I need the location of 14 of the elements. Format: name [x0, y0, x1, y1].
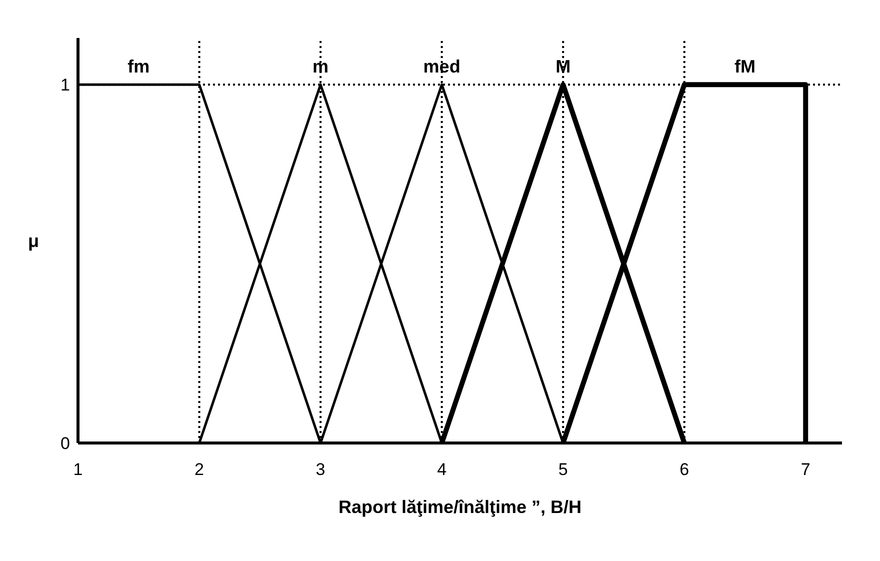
- x-tick-label: 2: [194, 460, 204, 480]
- x-tick-label: 1: [73, 460, 83, 480]
- series-label: fm: [128, 56, 150, 77]
- series-label: fM: [734, 56, 756, 77]
- x-tick-label: 6: [680, 460, 690, 480]
- series-label: M: [556, 56, 571, 77]
- x-tick-label: 5: [558, 460, 568, 480]
- y-tick-label: 0: [60, 434, 70, 454]
- x-tick-label: 7: [800, 460, 810, 480]
- y-axis-title: μ: [28, 230, 40, 251]
- series-label: med: [423, 56, 460, 77]
- x-tick-label: 3: [316, 460, 326, 480]
- x-axis-title: Raport lăţime/înălţime ”, B/H: [338, 497, 582, 517]
- x-tick-label: 4: [437, 460, 447, 480]
